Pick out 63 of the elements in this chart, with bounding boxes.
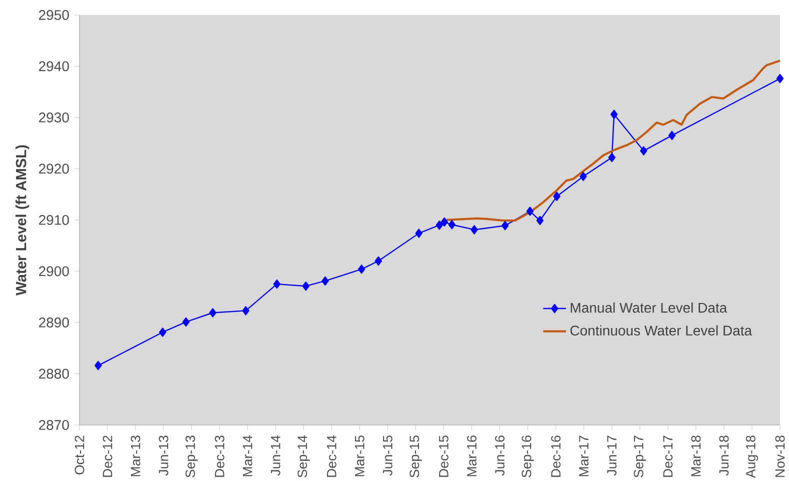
point xyxy=(436,220,443,230)
x-tick-label: Jun-13 xyxy=(158,436,168,476)
x-tick-label: Nov-18 xyxy=(775,436,785,477)
x-tick-label: Dec-16 xyxy=(551,436,561,477)
x-tick-label: Dec-15 xyxy=(439,436,448,477)
x-tick-label: Jun-14 xyxy=(270,435,280,476)
point xyxy=(501,221,509,230)
x-tick-label: Dec-13 xyxy=(214,436,224,477)
point xyxy=(209,308,216,318)
point xyxy=(668,130,676,140)
x-tick-label: Jun-18 xyxy=(719,436,729,476)
point xyxy=(358,264,366,274)
point xyxy=(374,256,382,266)
legend-label: Manual Water Level Data xyxy=(570,302,728,313)
point xyxy=(776,74,784,84)
x-tick-label: Jun-15 xyxy=(383,436,392,476)
x-tick-label: Aug-18 xyxy=(746,436,758,478)
y-tick-label: 2900 xyxy=(39,266,69,276)
point xyxy=(448,220,456,230)
point xyxy=(302,282,310,291)
y-tick-label: 2920 xyxy=(39,164,69,174)
y-tick-label: 2950 xyxy=(39,10,69,20)
point xyxy=(440,217,448,227)
x-tick-label: Dec-14 xyxy=(327,435,336,477)
x-tick-label: Mar-18 xyxy=(691,436,701,476)
x-tick-label: Sep-17 xyxy=(634,436,646,478)
point xyxy=(273,279,280,289)
x-tick-label: Mar-14 xyxy=(242,435,252,476)
y-tick-label: 2870 xyxy=(39,420,69,430)
x-tick-label: Mar-17 xyxy=(579,436,589,476)
x-tick-label: Sep-14 xyxy=(298,435,310,478)
x-tick-label: Oct-12 xyxy=(74,436,84,474)
point xyxy=(610,110,618,120)
point xyxy=(182,317,190,327)
x-tick-label: Dec-17 xyxy=(663,436,673,477)
x-tick-label: Mar-13 xyxy=(130,436,140,476)
legend-label: Continuous Water Level Data xyxy=(570,325,752,336)
y-tick-label: 2940 xyxy=(39,61,69,72)
y-tick-label: 2890 xyxy=(39,318,69,328)
point xyxy=(536,216,544,226)
point xyxy=(608,152,616,162)
y-tick-label: 2930 xyxy=(39,112,69,122)
x-tick-label: Sep-13 xyxy=(186,436,198,478)
y-tick-label: 2880 xyxy=(39,368,69,379)
point xyxy=(580,172,587,182)
y-axis-title: Water Level (ft AMSL) xyxy=(15,145,30,296)
point xyxy=(640,146,648,156)
x-tick-label: Jun-17 xyxy=(607,436,617,476)
y-tick-label: 2910 xyxy=(39,215,69,225)
x-tick-label: Mar-15 xyxy=(355,436,364,476)
x-tick-label: Mar-16 xyxy=(467,436,476,476)
point xyxy=(526,206,534,216)
point xyxy=(415,228,422,238)
x-tick-label: Jun-16 xyxy=(495,436,505,476)
point xyxy=(322,276,329,286)
point xyxy=(470,225,478,234)
x-tick-label: Sep-15 xyxy=(410,436,422,478)
point xyxy=(242,306,250,316)
point xyxy=(159,328,166,337)
x-tick-label: Dec-12 xyxy=(102,436,112,477)
point xyxy=(553,192,560,202)
x-tick-label: Sep-16 xyxy=(522,436,534,478)
point xyxy=(94,360,102,370)
